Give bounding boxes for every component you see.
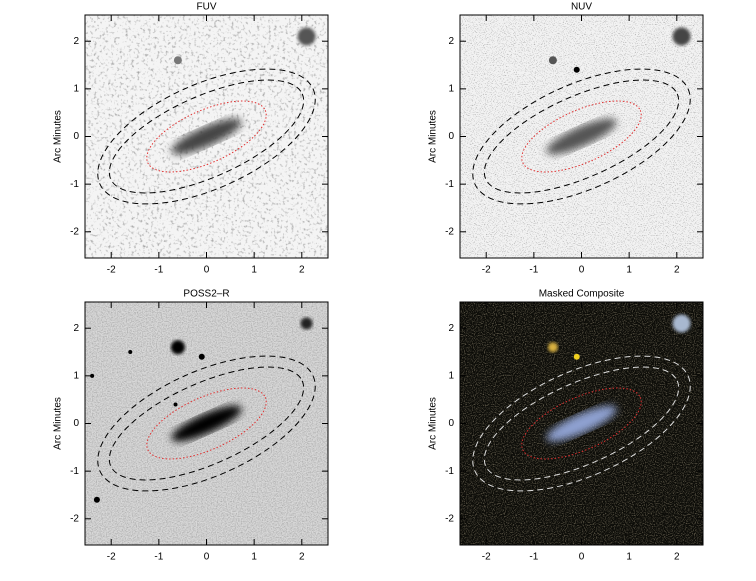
y-tick-label: -1 <box>70 179 79 190</box>
panel-title: Masked Composite <box>539 289 625 300</box>
aperture <box>472 68 691 205</box>
x-tick-label: 1 <box>626 265 632 276</box>
y-tick-label: -2 <box>445 513 454 524</box>
panel-title: POSS2–R <box>183 289 229 300</box>
panel: Masked Composite Arc Minutes -2 -1 0 1 2 -2 -1 0 1… <box>428 289 704 563</box>
panel: FUV Arc Minutes -2 -1 0 1 2 -2 -1 0 1 2 <box>53 2 329 276</box>
aperture <box>108 366 305 481</box>
x-tick-label: -1 <box>154 265 163 276</box>
panel: POSS2–R Arc Minutes -2 -1 0 1 2 -2 -1 0 1 2 <box>53 289 329 563</box>
y-tick-label: 0 <box>448 131 454 142</box>
x-tick-label: 1 <box>626 552 632 563</box>
aperture <box>521 100 642 173</box>
y-tick-label: 2 <box>448 36 454 47</box>
x-tick-label: -2 <box>107 552 116 563</box>
galaxy <box>171 405 242 442</box>
y-tick-label: 1 <box>448 83 454 94</box>
y-axis-label: Arc Minutes <box>428 110 439 163</box>
x-tick-label: 1 <box>251 265 257 276</box>
y-tick-label: -1 <box>445 466 454 477</box>
x-tick-label: 2 <box>674 552 680 563</box>
source <box>170 340 185 355</box>
panel: NUV Arc Minutes -2 -1 0 1 2 -2 -1 0 1 2 <box>428 2 704 276</box>
y-axis-label: Arc Minutes <box>428 397 439 450</box>
y-axis-label: Arc Minutes <box>53 110 64 163</box>
image <box>460 15 703 258</box>
y-tick-label: 2 <box>73 36 79 47</box>
x-tick-label: -2 <box>107 265 116 276</box>
source <box>672 314 691 333</box>
aperture <box>97 355 316 492</box>
galaxy <box>171 118 242 155</box>
source <box>93 496 100 503</box>
y-tick-label: -2 <box>70 513 79 524</box>
source <box>173 56 182 65</box>
aperture <box>483 79 680 194</box>
source <box>128 350 133 355</box>
source <box>573 66 580 73</box>
aperture <box>97 68 316 205</box>
x-tick-label: 0 <box>579 265 585 276</box>
image <box>460 302 703 545</box>
y-tick-label: -2 <box>70 226 79 237</box>
source <box>297 27 316 46</box>
y-tick-label: -1 <box>445 179 454 190</box>
source <box>573 353 580 360</box>
galaxy <box>546 118 617 155</box>
image <box>85 302 328 545</box>
source <box>672 27 691 46</box>
x-tick-label: -1 <box>529 265 538 276</box>
y-tick-label: 0 <box>73 418 79 429</box>
x-tick-label: -1 <box>154 552 163 563</box>
y-tick-label: -2 <box>445 226 454 237</box>
y-tick-label: -1 <box>70 466 79 477</box>
x-tick-label: -2 <box>482 265 491 276</box>
galaxy <box>546 405 617 442</box>
x-tick-label: 0 <box>204 265 210 276</box>
image <box>85 15 328 258</box>
aperture <box>472 355 691 492</box>
y-tick-label: 1 <box>73 83 79 94</box>
aperture <box>146 100 267 173</box>
source <box>300 317 313 330</box>
y-tick-label: 2 <box>73 323 79 334</box>
x-tick-label: 2 <box>674 265 680 276</box>
source <box>547 342 558 353</box>
aperture <box>483 366 680 481</box>
x-tick-label: 1 <box>251 552 257 563</box>
panel-title: FUV <box>197 2 217 13</box>
source <box>548 56 557 65</box>
x-tick-label: 0 <box>204 552 210 563</box>
y-tick-label: 1 <box>73 370 79 381</box>
aperture <box>521 387 642 460</box>
x-tick-label: 2 <box>299 265 305 276</box>
panel-title: NUV <box>571 2 592 13</box>
source <box>173 402 178 407</box>
source <box>90 373 95 378</box>
x-tick-label: -1 <box>529 552 538 563</box>
x-tick-label: 2 <box>299 552 305 563</box>
y-axis-label: Arc Minutes <box>53 397 64 450</box>
y-tick-label: 0 <box>73 131 79 142</box>
y-tick-label: 1 <box>448 370 454 381</box>
y-tick-label: 0 <box>448 418 454 429</box>
y-tick-label: 2 <box>448 323 454 334</box>
source <box>198 353 205 360</box>
aperture <box>146 387 267 460</box>
x-tick-label: -2 <box>482 552 491 563</box>
x-tick-label: 0 <box>579 552 585 563</box>
